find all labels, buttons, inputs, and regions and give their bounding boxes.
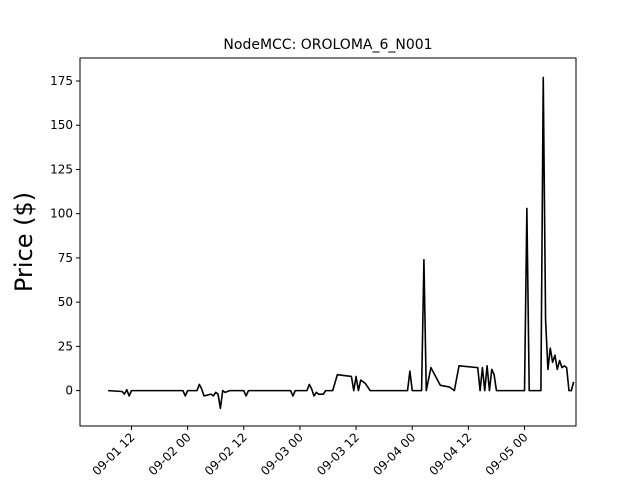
y-tick-label: 0 <box>65 384 73 398</box>
y-tick-label: 100 <box>50 207 73 221</box>
price-series-line <box>108 76 575 410</box>
y-tick-label: 175 <box>50 74 73 88</box>
y-tick-label: 50 <box>58 295 73 309</box>
y-axis-label: Price ($) <box>10 192 38 292</box>
y-tick-label: 75 <box>58 251 73 265</box>
plot-frame <box>79 57 577 427</box>
y-axis: 0 25 50 75 100 125 150 175 <box>50 74 80 398</box>
series-layer <box>108 76 575 410</box>
y-tick-label: 150 <box>50 118 73 132</box>
y-tick-label: 25 <box>58 339 73 353</box>
y-tick-label: 125 <box>50 162 73 176</box>
chart-title: NodeMCC: OROLOMA_6_N001 <box>223 37 432 53</box>
